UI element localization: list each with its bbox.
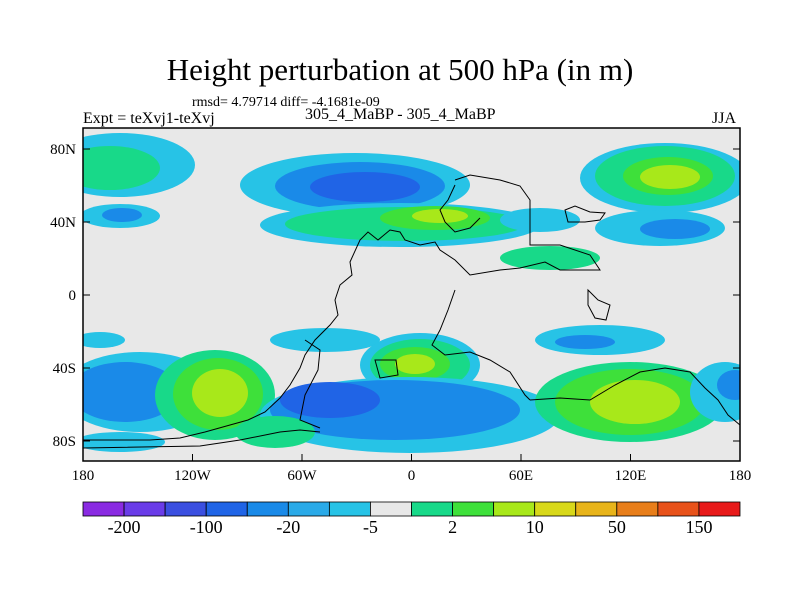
colorbar-label: -20 bbox=[276, 517, 300, 537]
season-label: JJA bbox=[712, 110, 737, 127]
coastline-east-landmass bbox=[529, 367, 740, 426]
contour-sh-west-cyan bbox=[83, 332, 125, 348]
coastline-small-island bbox=[587, 288, 611, 321]
contour-so-east-blue bbox=[717, 370, 740, 400]
lat-label-80n: 80N bbox=[50, 142, 76, 158]
colorbar-label: -200 bbox=[108, 517, 141, 537]
lon-label-120e: 120E bbox=[615, 468, 647, 484]
experiment-label: Expt = teXvj1-teXvj bbox=[83, 110, 215, 127]
lat-label-0: 0 bbox=[69, 288, 77, 304]
coastline-inner-basin bbox=[374, 359, 399, 379]
contour-so-pac-yellow bbox=[192, 369, 248, 417]
coastline-layer bbox=[83, 174, 740, 449]
colorbar-label: 150 bbox=[685, 517, 712, 537]
contour-eurasia-teal bbox=[500, 246, 600, 270]
lat-label-40n: 40N bbox=[50, 215, 76, 231]
coastline-peninsula bbox=[439, 184, 481, 233]
contour-sh-africa-yellow bbox=[395, 354, 435, 374]
lon-label-0: 0 bbox=[408, 468, 416, 484]
lat-label-80s: 80S bbox=[53, 434, 76, 450]
colorbar-swatch bbox=[123, 501, 166, 517]
colorbar-swatch bbox=[534, 501, 577, 517]
colorbar-swatch bbox=[82, 501, 125, 517]
contour-so-dp-teal bbox=[235, 416, 315, 448]
lon-label-120w: 120W bbox=[174, 468, 212, 484]
colorbar-swatch bbox=[698, 501, 741, 517]
colorbar-label: 10 bbox=[526, 517, 544, 537]
colorbar-label: 50 bbox=[608, 517, 626, 537]
rmsd-diff-stats: rmsd= 4.79714 diff= -4.1681e-09 bbox=[192, 95, 380, 110]
contour-so-bottom-cyan bbox=[83, 432, 165, 452]
colorbar-swatch bbox=[328, 501, 371, 517]
contour-fill-layer bbox=[83, 133, 740, 453]
run-comparison-label: 305_4_MaBP - 305_4_MaBP bbox=[305, 106, 496, 123]
contour-so-west-blue bbox=[83, 362, 180, 422]
colorbar-swatch bbox=[493, 501, 536, 517]
lat-tick-marks bbox=[83, 148, 740, 442]
colorbar-label: -5 bbox=[363, 517, 378, 537]
contour-na-dark-blue bbox=[310, 172, 420, 202]
colorbar-swatch bbox=[370, 501, 412, 517]
colorbar: -200 -100 -20 -5 2 10 50 150 bbox=[82, 501, 741, 537]
contour-atl-yellow bbox=[412, 209, 468, 223]
contour-sh-mid-cyan bbox=[270, 328, 380, 352]
contour-asia-south-blue bbox=[640, 219, 710, 239]
contour-eurasia-cyan bbox=[500, 208, 580, 232]
lat-label-40s: 40S bbox=[53, 361, 76, 377]
lon-tick-marks bbox=[82, 454, 741, 461]
colorbar-swatch bbox=[657, 501, 700, 517]
colorbar-swatch bbox=[164, 501, 207, 517]
map-title: Height perturbation at 500 hPa (in m) bbox=[166, 52, 634, 87]
coastline-africa-east bbox=[431, 289, 531, 401]
lon-label-180w: 180 bbox=[72, 468, 95, 484]
contour-sh-indian-blue bbox=[555, 335, 615, 349]
colorbar-label: -100 bbox=[190, 517, 223, 537]
colorbar-swatch bbox=[411, 501, 453, 517]
colorbar-swatch bbox=[246, 501, 289, 517]
colorbar-swatch bbox=[287, 501, 330, 517]
contour-nh-pacific-teal bbox=[83, 146, 160, 190]
coastline-eastern-islands bbox=[564, 205, 606, 223]
colorbar-swatch bbox=[205, 501, 248, 517]
coastline-paleo-continent bbox=[83, 174, 601, 441]
lon-label-60w: 60W bbox=[287, 468, 317, 484]
colorbar-swatch bbox=[452, 501, 495, 517]
coastline-southern-continent bbox=[83, 429, 321, 449]
coastline-west-interior bbox=[299, 339, 321, 429]
lon-label-60e: 60E bbox=[509, 468, 533, 484]
colorbar-label: 2 bbox=[448, 517, 457, 537]
contour-so-dp-dark-blue bbox=[280, 382, 380, 418]
contour-so-ind-yellow bbox=[590, 380, 680, 424]
colorbar-swatch bbox=[616, 501, 659, 517]
contour-asia-yellow bbox=[640, 165, 700, 189]
contour-nh-west-blue bbox=[102, 208, 142, 222]
colorbar-swatch bbox=[575, 501, 618, 517]
lon-label-180e: 180 bbox=[729, 468, 752, 484]
